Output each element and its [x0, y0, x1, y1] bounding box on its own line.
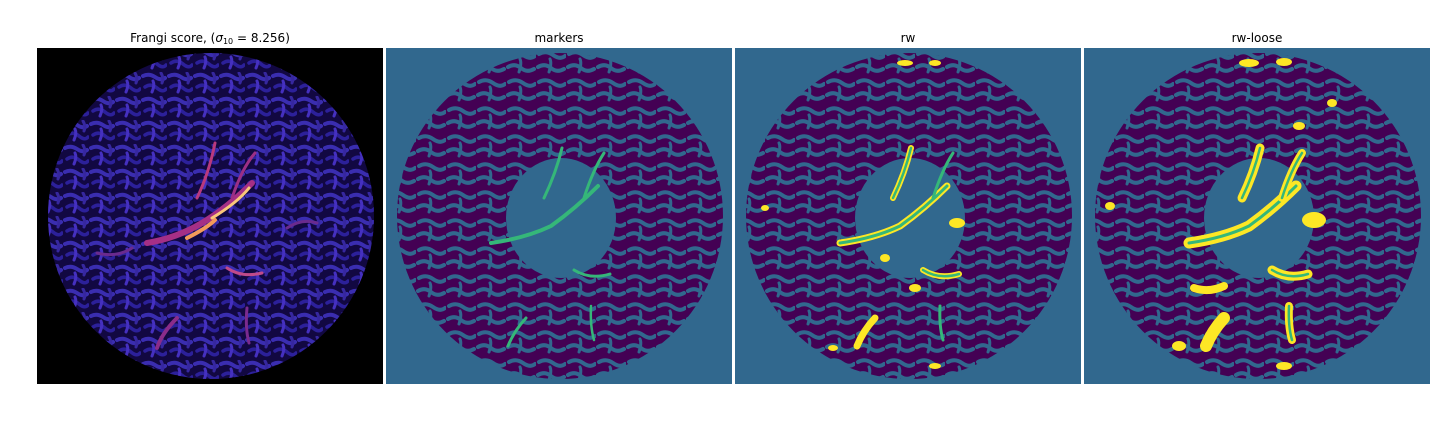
markers-image [386, 48, 732, 384]
rw-title: rw [900, 31, 916, 45]
rw-segments [836, 145, 962, 350]
rw-image [735, 48, 1081, 384]
markers-title: markers [534, 31, 584, 45]
frangi-title: Frangi score, (σ10 = 8.256) [130, 31, 290, 46]
rw-loose-segments [1183, 143, 1313, 352]
rw-loose-title: rw-loose [1231, 31, 1283, 45]
frangi-image [37, 48, 383, 384]
marker-strokes [489, 146, 612, 348]
rw-loose-image [1084, 48, 1430, 384]
vessel-highlights [95, 141, 319, 350]
